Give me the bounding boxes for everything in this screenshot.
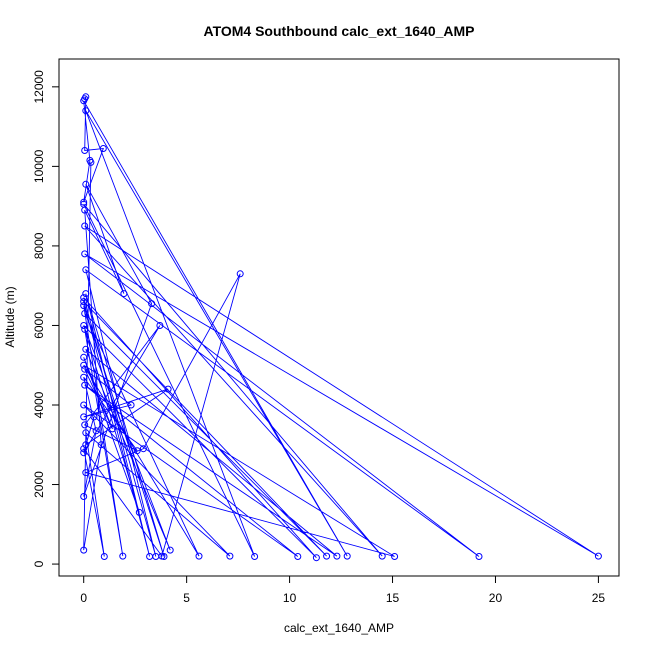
y-tick-label: 2000	[32, 471, 46, 498]
data-point	[82, 93, 90, 101]
data-point	[148, 300, 156, 308]
data-point	[236, 270, 244, 278]
data-point	[99, 145, 107, 152]
x-tick-label: 10	[283, 591, 297, 605]
plot-frame	[58, 58, 620, 577]
x-tick-label: 0	[80, 591, 87, 605]
data-point	[378, 552, 386, 560]
x-axis-title: calc_ext_1640_AMP	[284, 621, 394, 635]
data-point	[166, 546, 174, 554]
data-point	[80, 401, 88, 409]
data-point	[160, 553, 168, 560]
data-point	[80, 302, 88, 310]
data-point	[294, 553, 302, 560]
x-tick-label: 25	[592, 591, 606, 605]
data-point	[594, 552, 602, 560]
data-point	[80, 361, 88, 369]
plot-area	[80, 93, 602, 562]
data-point	[82, 469, 90, 477]
data-point	[343, 552, 351, 560]
data-point	[81, 310, 89, 317]
y-tick-label: 8000	[32, 232, 46, 259]
data-point	[80, 97, 88, 105]
data-point	[312, 554, 320, 562]
x-tick-label: 20	[489, 591, 503, 605]
data-point	[80, 445, 88, 453]
x-tick-label: 5	[183, 591, 190, 605]
data-point	[81, 222, 89, 230]
data-point	[333, 552, 341, 560]
data-point	[80, 413, 88, 421]
data-point	[82, 290, 90, 298]
data-point	[81, 206, 89, 214]
data-point	[82, 107, 90, 115]
y-tick-label: 12000	[32, 70, 46, 104]
chart-title: ATOM4 Southbound calc_ext_1640_AMP	[204, 23, 475, 39]
x-tick-label: 15	[386, 591, 400, 605]
y-axis-title: Altitude (m)	[3, 286, 17, 347]
data-point	[226, 552, 234, 560]
data-point	[164, 385, 172, 393]
data-point	[90, 413, 98, 421]
y-tick-label: 6000	[32, 312, 46, 339]
data-point	[120, 290, 128, 298]
data-point	[80, 449, 88, 457]
data-point	[81, 381, 89, 389]
data-point	[82, 429, 90, 437]
y-tick-label: 0	[32, 560, 46, 567]
data-point	[97, 441, 105, 449]
data-point	[92, 427, 100, 435]
data-point	[133, 447, 141, 455]
data-point	[80, 493, 88, 500]
data-point	[82, 266, 90, 274]
data-point	[139, 445, 147, 453]
data-point	[109, 425, 116, 433]
data-point	[80, 353, 88, 361]
y-tick-label: 4000	[32, 391, 46, 418]
data-point	[80, 373, 88, 381]
data-point	[195, 552, 203, 560]
data-point	[251, 553, 259, 560]
data-point	[127, 401, 135, 409]
data-point	[82, 441, 90, 449]
x-axis: 0 5 10 15 20 25	[80, 575, 606, 605]
data-point	[323, 552, 331, 560]
data-point	[81, 421, 89, 429]
data-point	[80, 546, 88, 554]
series-line	[82, 96, 599, 559]
data-point	[80, 298, 88, 306]
data-point	[100, 553, 108, 560]
data-point	[81, 365, 89, 373]
y-axis: 0 2000 4000 6000 8000 10000 12000	[32, 70, 60, 567]
data-point	[475, 553, 483, 560]
data-point	[119, 552, 127, 560]
data-point	[146, 553, 154, 560]
data-point	[81, 147, 89, 154]
data-point	[135, 508, 143, 516]
data-point	[156, 322, 164, 329]
data-point	[80, 322, 88, 329]
data-point	[81, 325, 89, 333]
data-point	[82, 180, 90, 188]
data-point	[81, 250, 89, 258]
data-point	[391, 553, 399, 560]
data-point	[82, 345, 90, 353]
data-point	[80, 294, 88, 302]
y-tick-label: 10000	[32, 149, 46, 183]
data-point	[80, 198, 88, 206]
data-point	[87, 158, 95, 166]
